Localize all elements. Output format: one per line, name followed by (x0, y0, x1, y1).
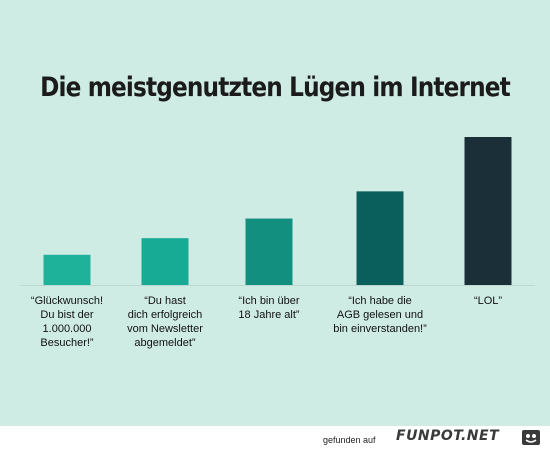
bar-4 (356, 191, 404, 285)
category-label-2: “Du hast dich erfolgreich vom Newsletter ab… (127, 295, 203, 349)
category-label-5: “LOL” (474, 295, 502, 307)
category-label-line: AGB gelesen und (337, 309, 423, 321)
category-label-line: bin einverstanden!” (333, 323, 427, 335)
funpot-logo-icon (522, 430, 540, 445)
category-label-line: “LOL” (474, 295, 502, 307)
bar-2 (141, 238, 189, 285)
brand-logo-text[interactable]: FUNPOT.NET (396, 428, 500, 444)
category-label-line: 18 Jahre alt” (238, 309, 299, 321)
category-label-line: “Glückwunsch! (31, 295, 103, 307)
category-label-line: “Ich bin über (238, 295, 299, 307)
bar-1 (43, 254, 91, 285)
chart-title: Die meistgenutzten Lügen im Internet (40, 72, 511, 103)
found-on-label: gefunden auf (323, 435, 376, 445)
bar-5 (464, 137, 512, 285)
category-label-4: “Ich habe die AGB gelesen und bin einverst… (333, 295, 427, 335)
category-label-line: dich erfolgreich (128, 309, 203, 321)
category-label-3: “Ich bin über 18 Jahre alt” (238, 295, 299, 321)
category-label-line: 1.000.000 (43, 323, 92, 335)
category-label-line: “Ich habe die (348, 295, 412, 307)
footer-bar (0, 426, 550, 449)
category-label-line: Besucher!” (40, 337, 94, 349)
bar-3 (245, 218, 293, 285)
category-label-line: Du bist der (40, 309, 94, 321)
bar-chart: “Glückwunsch! Du bist der 1.000.000 Besuche… (20, 137, 535, 349)
category-label-line: abgemeldet” (134, 337, 195, 349)
category-label-1: “Glückwunsch! Du bist der 1.000.000 Besuche… (31, 295, 103, 349)
category-label-line: “Du hast (144, 295, 186, 307)
category-label-line: vom Newsletter (127, 323, 203, 335)
